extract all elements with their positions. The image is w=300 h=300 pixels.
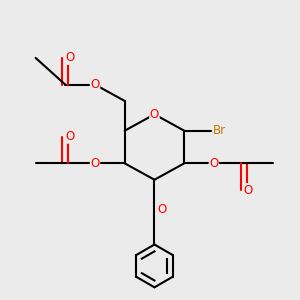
Text: O: O (244, 184, 253, 196)
Text: Br: Br (212, 124, 226, 137)
Text: O: O (65, 130, 74, 143)
Text: O: O (90, 157, 100, 170)
Text: O: O (65, 51, 74, 64)
Text: O: O (209, 157, 218, 170)
Text: O: O (90, 78, 100, 91)
Text: O: O (157, 203, 167, 216)
Text: O: O (150, 108, 159, 121)
